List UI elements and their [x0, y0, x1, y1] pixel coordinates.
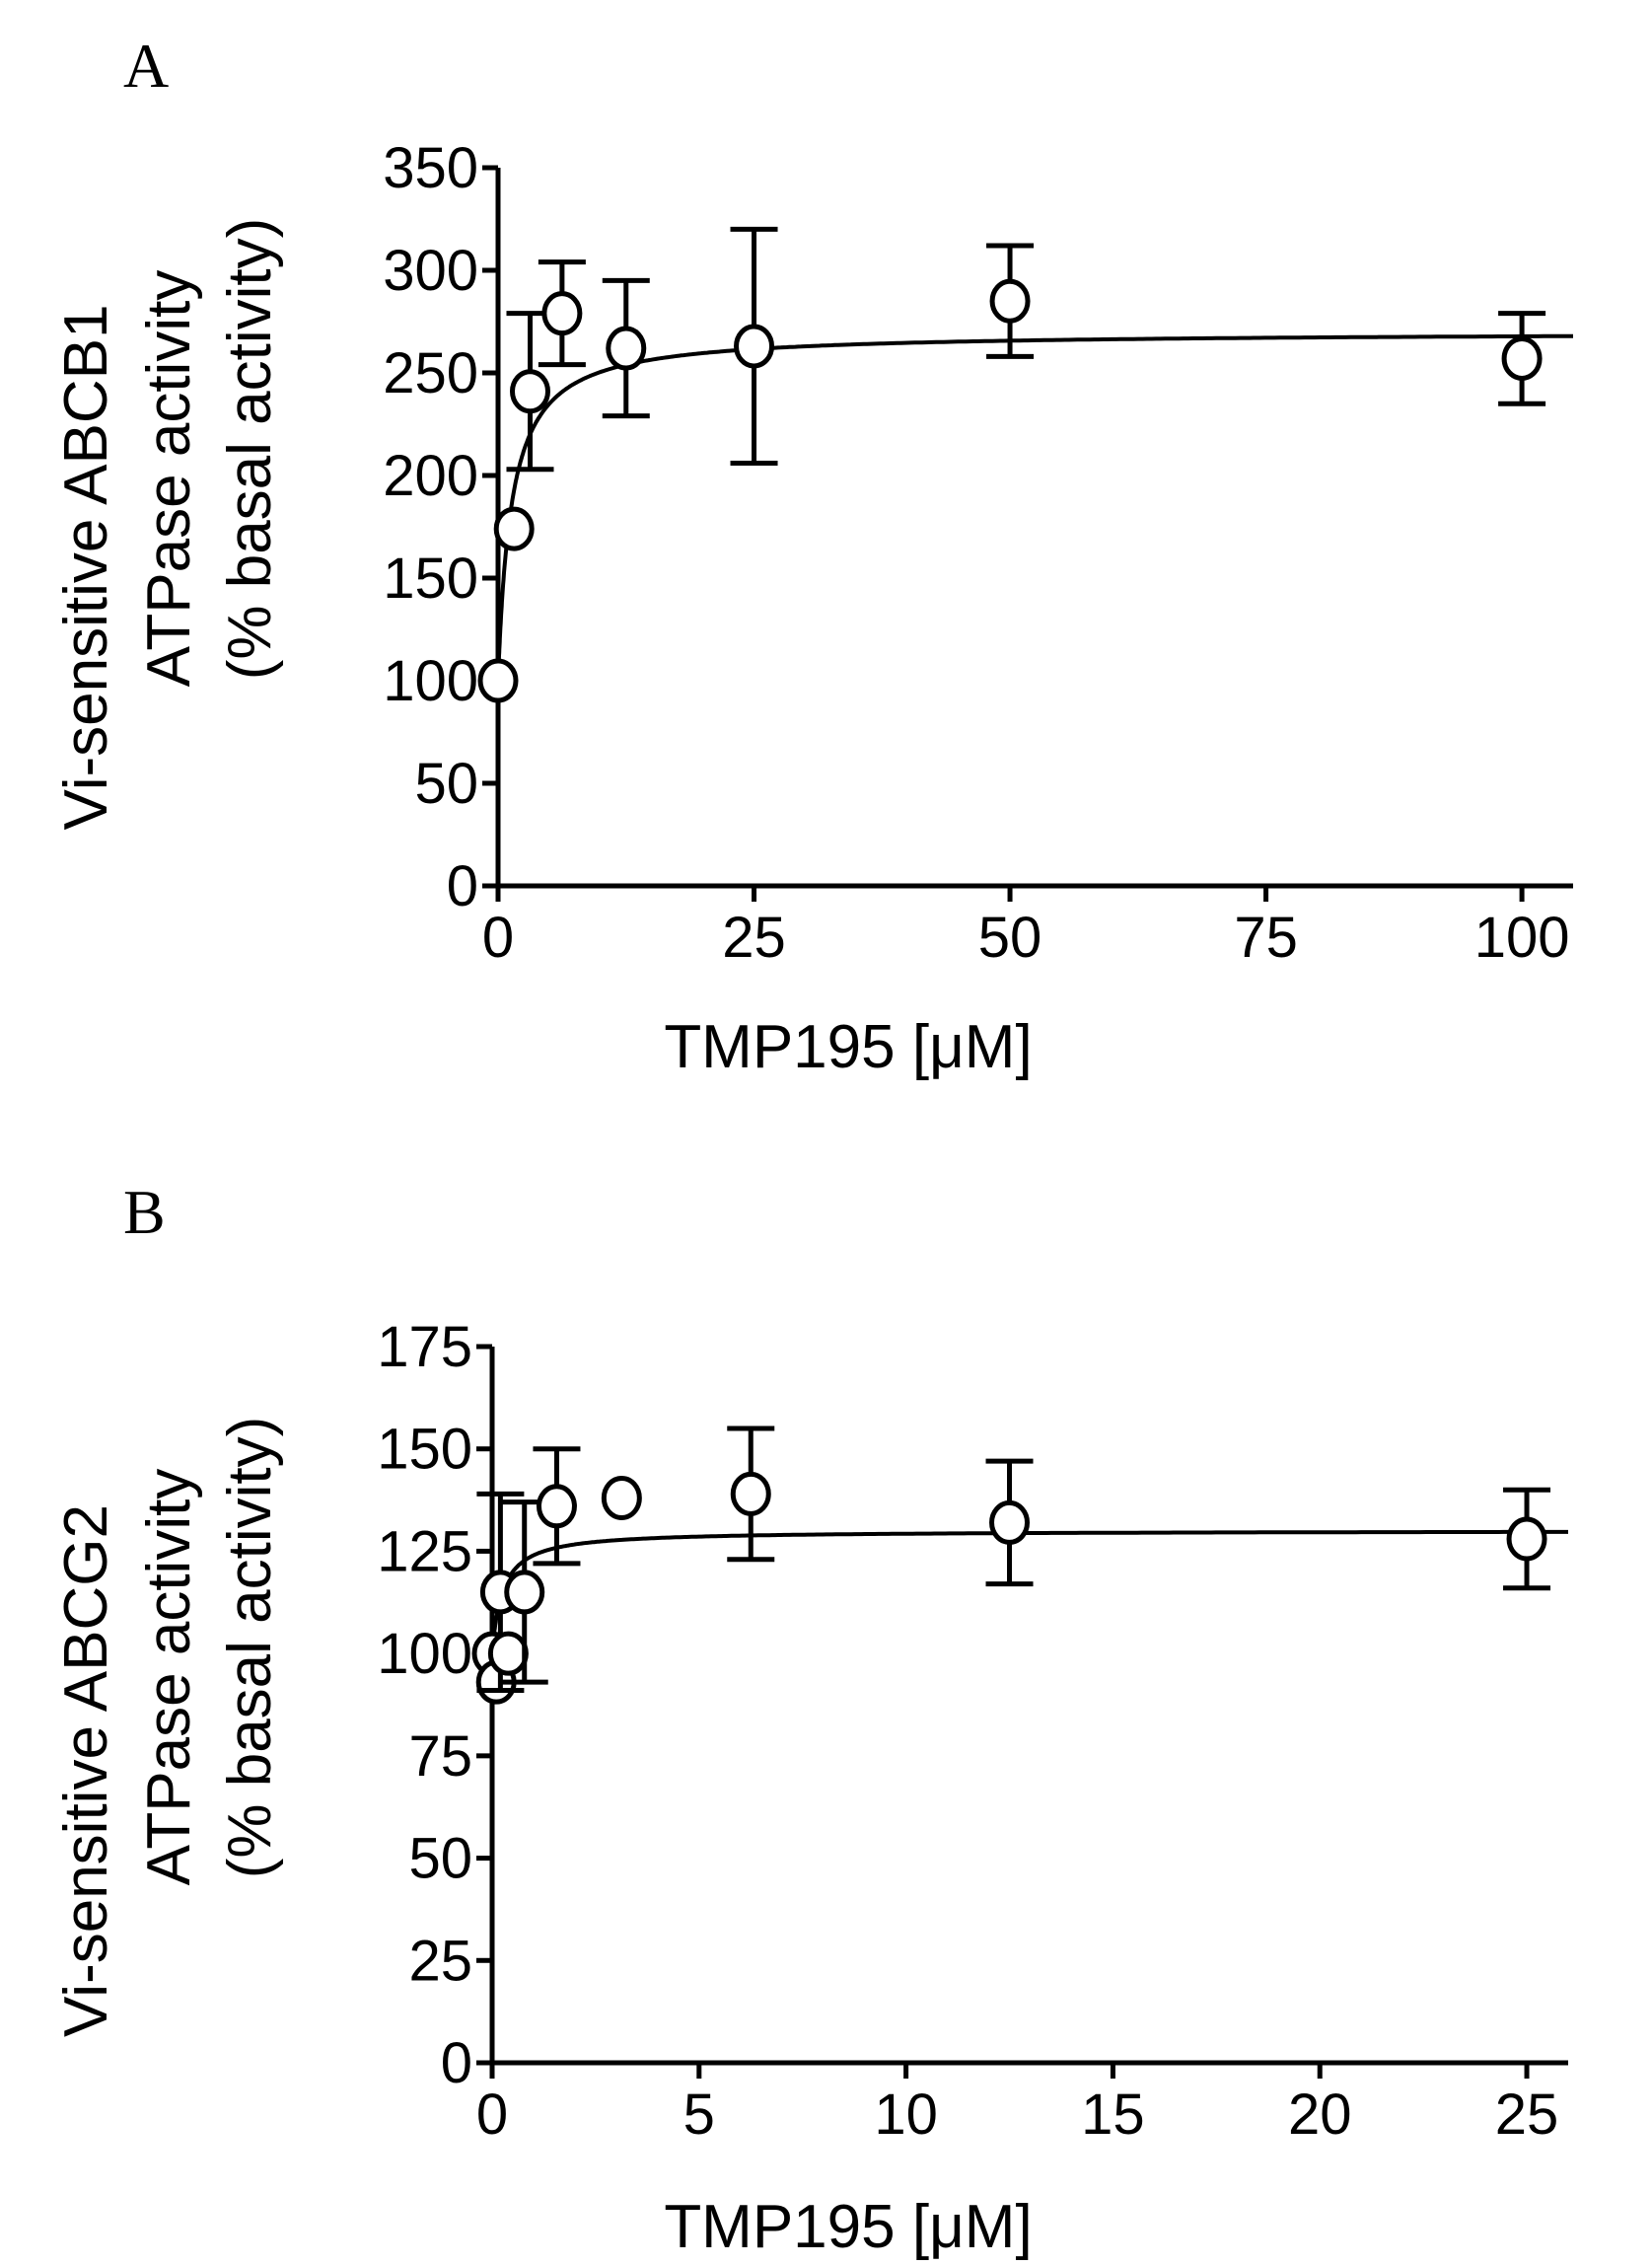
y-tick-label: 50: [408, 1827, 472, 1891]
fit-curve: [496, 333, 1573, 681]
y-axis-title-line-2: ATPase activity: [135, 1469, 203, 1886]
data-point: [602, 277, 650, 419]
y-tick-label: 100: [383, 649, 478, 713]
data-point: [986, 243, 1035, 359]
panel-label-a: A: [123, 31, 169, 101]
x-axis-title-a: TMP195 [μM]: [664, 1013, 1032, 1081]
point-marker: [1501, 335, 1543, 381]
y-axis-title-b: Vi-sensitive ABCG2 ATPase activity (% ba…: [52, 1417, 284, 2037]
x-tick-label: 5: [683, 2083, 715, 2147]
y-tick-label: 25: [408, 1929, 472, 1993]
y-axis-title-line-3: (% basal activity): [216, 1417, 284, 1879]
fit-curve: [490, 1529, 1568, 1654]
x-tick-label: 50: [978, 906, 1042, 970]
x-axis-title-b: TMP195 [μM]: [664, 2193, 1032, 2261]
data-point: [1498, 311, 1546, 406]
y-tick-label: 0: [441, 2031, 472, 2095]
y-tick-label: 300: [383, 239, 478, 303]
point-marker: [541, 291, 583, 336]
data-point: [506, 311, 554, 473]
panel-a: A Vi-sensitive ABCB1 ATPase activity (% …: [52, 31, 1573, 1081]
x-tick-label: 0: [476, 2083, 508, 2147]
x-tick-label: 0: [482, 906, 514, 970]
x-tick-label: 20: [1288, 2083, 1352, 2147]
y-tick-label: 150: [383, 547, 478, 611]
y-tick-label: 250: [383, 341, 478, 405]
x-tick-label: 75: [1234, 906, 1298, 970]
point-marker: [477, 658, 519, 703]
y-axis-title-a: Vi-sensitive ABCB1 ATPase activity (% ba…: [52, 218, 284, 831]
y-tick-label: 150: [377, 1418, 472, 1482]
y-tick-label: 0: [447, 854, 478, 918]
x-tick-label: 15: [1081, 2083, 1145, 2147]
data-point: [533, 1446, 581, 1567]
panel-b: B Vi-sensitive ABCG2 ATPase activity (% …: [52, 1177, 1568, 2261]
point-marker: [606, 326, 647, 371]
data-point: [1503, 1487, 1551, 1591]
point-marker: [504, 1570, 545, 1615]
x-tick-label: 25: [722, 906, 786, 970]
point-marker: [493, 506, 535, 551]
panel-label-b: B: [123, 1177, 166, 1247]
y-tick-label: 175: [377, 1315, 472, 1379]
data-point: [985, 1458, 1034, 1587]
point-marker: [487, 1631, 529, 1676]
data-point: [601, 1475, 642, 1520]
y-tick-label: 125: [377, 1519, 472, 1583]
data-point: [487, 1631, 529, 1676]
data-point: [500, 1499, 548, 1685]
point-marker: [989, 278, 1031, 324]
y-axis-title-line-2: ATPase activity: [135, 270, 203, 688]
x-tick-label: 100: [1474, 906, 1570, 970]
point-marker: [989, 1499, 1031, 1545]
data-point: [477, 658, 519, 703]
data-point: [538, 259, 586, 368]
x-tick-label: 25: [1495, 2083, 1559, 2147]
y-tick-label: 200: [383, 444, 478, 508]
y-axis-title-line-1: Vi-sensitive ABCG2: [52, 1504, 120, 2037]
y-tick-label: 75: [408, 1724, 472, 1789]
y-tick-label: 350: [383, 136, 478, 200]
y-tick-label: 50: [414, 752, 478, 816]
data-point: [730, 226, 778, 467]
point-marker: [730, 1471, 771, 1516]
data-point: [493, 506, 535, 551]
x-tick-label: 10: [874, 2083, 938, 2147]
y-axis-title-line-1: Vi-sensitive ABCB1: [52, 305, 120, 831]
data-point: [727, 1425, 775, 1563]
point-marker: [601, 1475, 642, 1520]
point-marker: [509, 369, 550, 414]
point-marker: [536, 1484, 577, 1529]
point-marker: [1506, 1516, 1547, 1562]
point-marker: [734, 324, 775, 369]
y-tick-label: 100: [377, 1622, 472, 1686]
y-axis-title-line-3: (% basal activity): [216, 218, 284, 681]
